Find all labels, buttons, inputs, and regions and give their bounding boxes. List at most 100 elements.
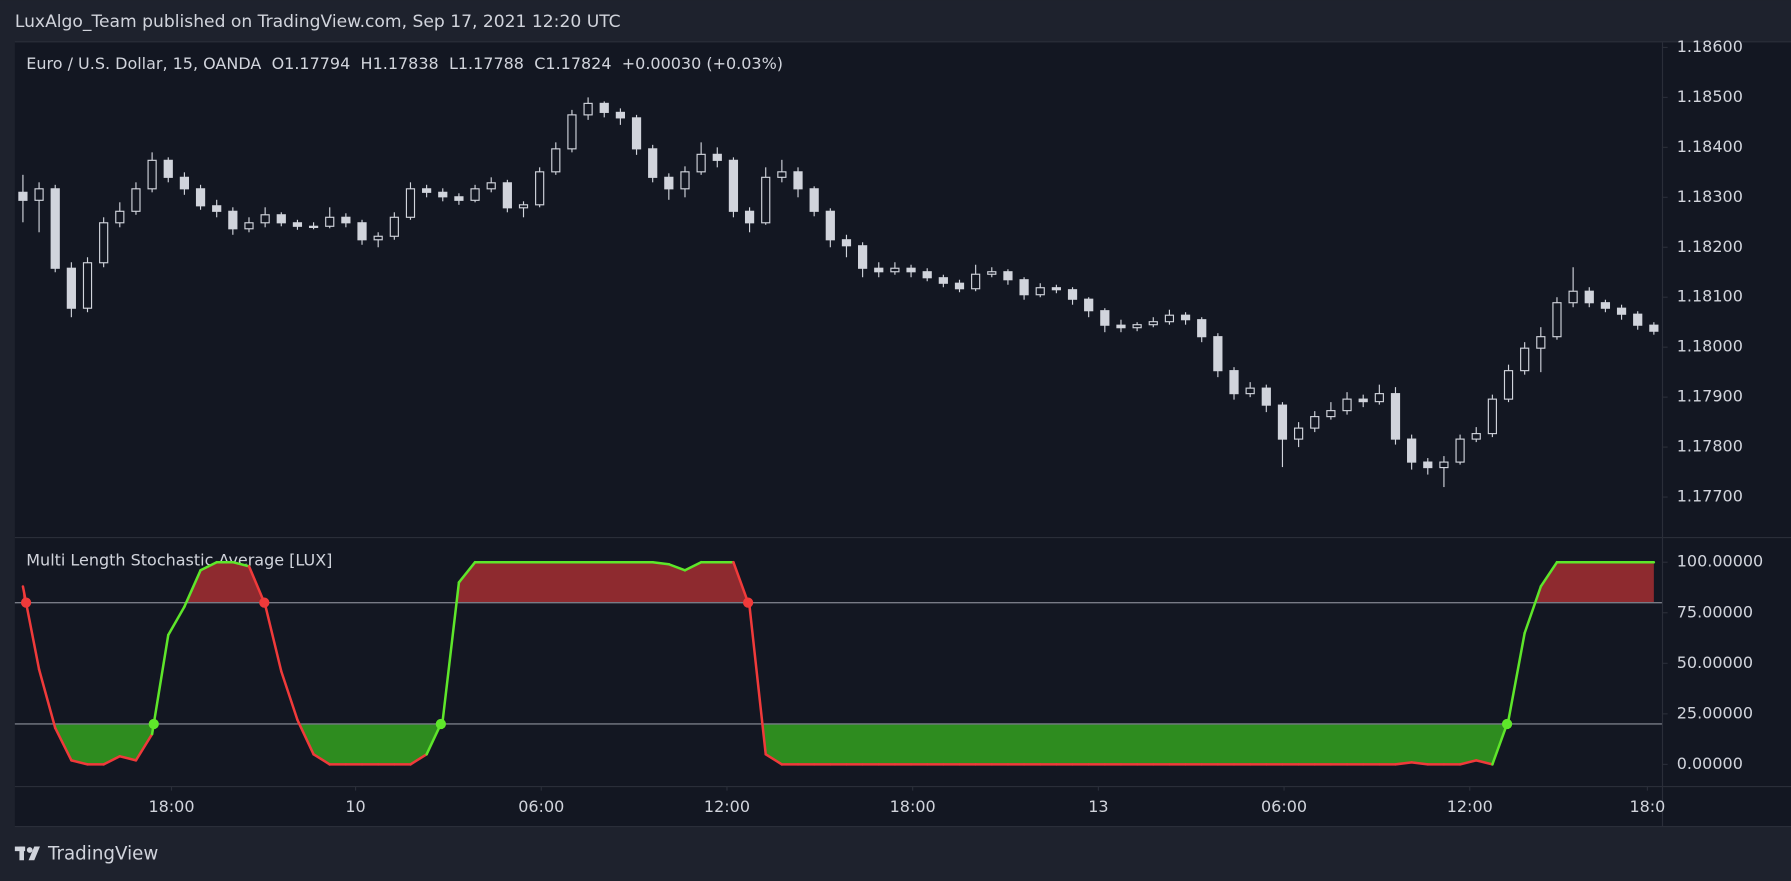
candle-body [1584,290,1594,304]
oscillator-line [37,668,57,730]
candle-body [922,271,932,279]
candle-body [1600,302,1611,309]
oscillator-line [1523,585,1543,635]
oscillator-line [409,753,428,766]
legend-high: H1.17838 [361,54,439,73]
time-tick-label: 06:00 [518,797,564,816]
candle-body [1616,307,1627,315]
candle-body [535,171,545,206]
oscillator-line [1474,759,1494,766]
candle-body [195,188,206,207]
price-tick-label: 1.18500 [1677,87,1743,106]
candle-body [874,267,884,273]
oscillator-line [441,581,461,722]
candle-body [66,267,76,309]
osc-tick-label: 0.00000 [1677,754,1743,773]
candle-body [405,188,416,218]
candle-body [1358,398,1368,403]
candle-body [179,176,190,190]
candle-body [115,210,125,224]
osc-tick-label: 25.00000 [1677,703,1753,722]
candle-body [712,153,722,161]
oversold-fill [54,723,1508,765]
oscillator-line [280,670,299,722]
candle-body [1374,393,1384,403]
candle-body [761,176,771,224]
cross-signal-dot [259,597,270,608]
oscillator-line [70,759,89,766]
oscillator-line [296,718,315,756]
cross-signal-dot [148,718,159,730]
oscillator-line [1539,560,1559,588]
oscillator-line [457,560,477,584]
candle-body [1035,287,1045,296]
candle-body [486,182,496,190]
candle-body [1536,336,1546,349]
oscillator-line [683,560,703,572]
oscillator-line [748,605,767,756]
time-tick-label: 12:00 [1447,797,1493,816]
oscillator-line [118,755,138,762]
candle-body [1213,336,1223,372]
candle-body [841,239,852,247]
candle-body [1471,433,1481,440]
candle-body [696,153,706,173]
candle-body [728,159,739,212]
candle-body [244,222,254,230]
legend-change: +0.00030 (+0.03%) [622,54,783,73]
candle-body [18,191,28,201]
candle-body [34,188,44,201]
candle-body [987,271,997,275]
price-tick-label: 1.17800 [1677,437,1743,456]
candle-body [147,159,157,190]
price-tick-label: 1.18200 [1677,237,1743,256]
candle-body [1342,398,1352,412]
candle-body [341,216,351,224]
candle-body [664,176,674,190]
candle-body [1326,410,1336,418]
candle-body [357,222,367,241]
price-tick-label: 1.18300 [1677,187,1743,206]
candle-body [1180,314,1191,321]
candle-body [648,148,658,178]
cross-signal-dot [435,718,447,730]
candle-body [1407,438,1417,463]
candle-body [777,171,787,178]
candle-body [470,188,480,201]
tradingview-logo [14,846,40,861]
candle-body [1116,324,1126,329]
candle-body [1390,393,1401,440]
oscillator-line [1458,759,1478,766]
symbol-legend: Euro / U.S. Dollar, 15, OANDA O1.17794 H1.… [26,54,783,73]
candle-body [1439,461,1449,469]
candle-body [1197,319,1207,338]
osc-tick-label: 50.00000 [1677,653,1753,672]
candle-body [971,273,981,290]
price-tick-label: 1.18400 [1677,137,1743,156]
candle-body [82,262,93,309]
candle-body [1100,310,1110,326]
candle-body [906,267,916,273]
oscillator-line [1410,761,1430,766]
candle-body [631,117,642,150]
osc-tick-label: 75.00000 [1677,602,1753,621]
price-tick-label: 1.18100 [1677,287,1743,306]
price-tick-label: 1.17900 [1677,387,1743,406]
oscillator-line [312,753,331,766]
candle-body [131,188,141,212]
time-tick-label: 06:00 [1261,797,1307,816]
oscillator-line [134,732,154,762]
candle-body [373,235,383,241]
legend-close: C1.17824 [534,54,611,73]
oscillator-line [150,633,170,736]
candle-body [793,171,803,190]
publish-header: LuxAlgo_Team published on TradingView.co… [15,12,621,32]
candle-body [438,191,448,198]
candle-body [1132,324,1142,329]
candle-body [1520,347,1530,372]
candle-body [858,245,868,269]
oscillator-line [764,753,784,766]
candle-body [1293,427,1304,440]
candle-body [1487,398,1497,435]
